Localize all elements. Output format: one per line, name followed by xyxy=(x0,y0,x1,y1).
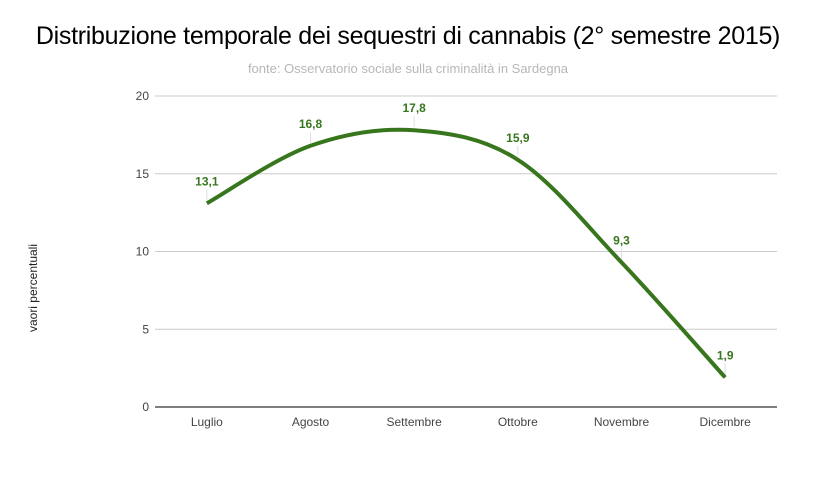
chart-title: Distribuzione temporale dei sequestri di… xyxy=(35,22,781,50)
data-label: 1,9 xyxy=(717,348,734,362)
y-tick-label: 20 xyxy=(136,89,150,103)
data-label: 16,8 xyxy=(299,117,323,131)
series-line xyxy=(205,127,727,379)
chart-subtitle: fonte: Osservatorio sociale sulla crimin… xyxy=(247,61,569,76)
label-leader-lines xyxy=(206,116,726,375)
data-label: 17,8 xyxy=(402,101,426,115)
x-tick-label: Agosto xyxy=(292,415,330,429)
data-label: 15,9 xyxy=(506,131,530,145)
gridlines xyxy=(155,95,777,330)
x-tick-label: Dicembre xyxy=(699,415,751,429)
y-tick-label: 0 xyxy=(142,400,149,414)
y-tick-label: 10 xyxy=(136,245,150,259)
y-tick-label: 5 xyxy=(142,322,149,336)
x-axis-ticks: Luglio Agosto Settembre Ottobre Novembre Dice… xyxy=(191,415,751,429)
x-tick-label: Settembre xyxy=(386,415,442,429)
data-label: 13,1 xyxy=(195,174,219,188)
x-tick-label: Novembre xyxy=(594,415,650,429)
data-label: 9,3 xyxy=(613,233,630,247)
data-labels: 13,1 16,8 17,8 15,9 9,3 1,9 xyxy=(195,101,734,362)
x-tick-label: Luglio xyxy=(191,415,223,429)
x-tick-label: Ottobre xyxy=(498,415,538,429)
y-axis-ticks: 0 5 10 15 20 xyxy=(136,89,150,414)
y-tick-label: 15 xyxy=(136,167,150,181)
